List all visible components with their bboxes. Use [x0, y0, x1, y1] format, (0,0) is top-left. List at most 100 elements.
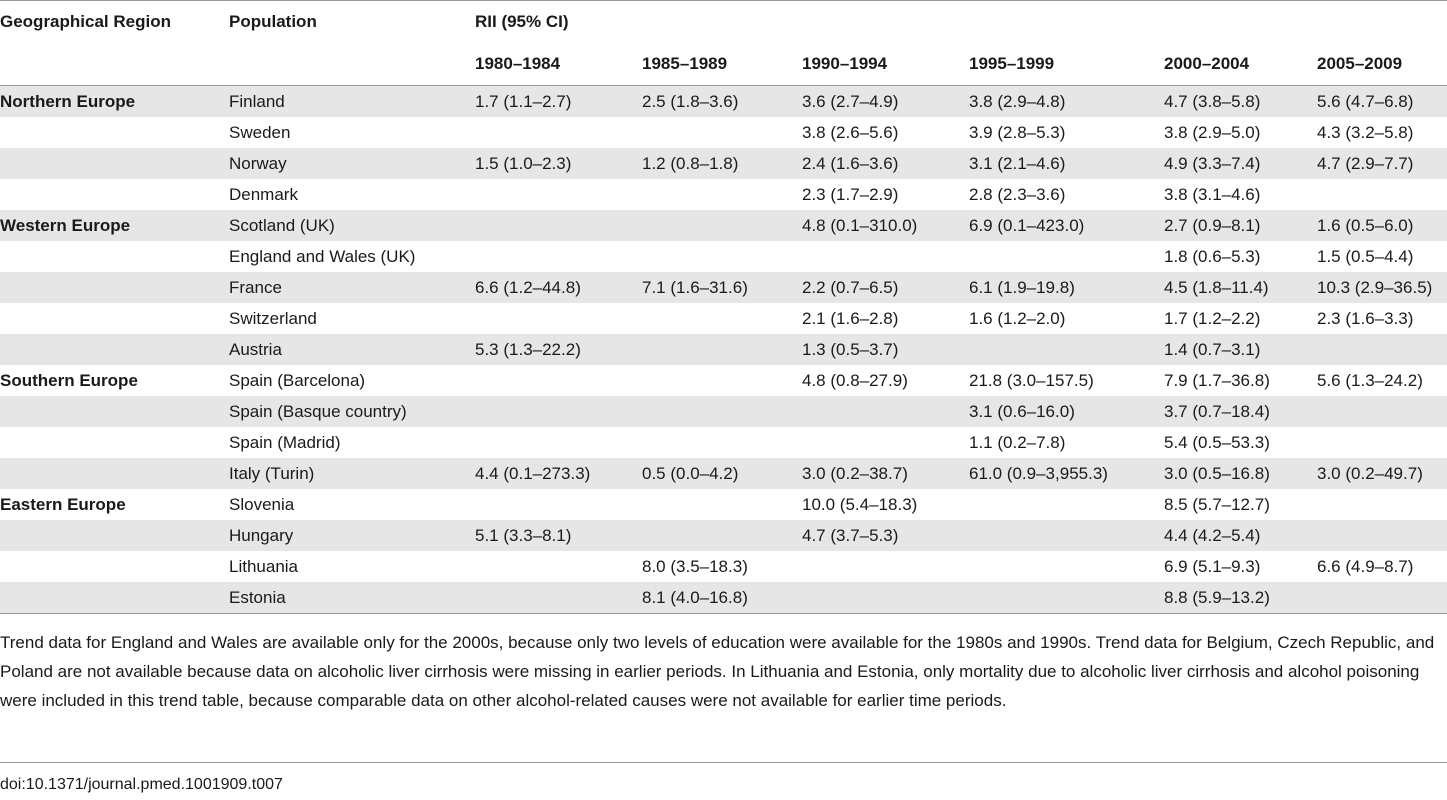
rii-value-cell: 3.6 (2.7–4.9) — [802, 85, 969, 117]
rii-value-cell — [1317, 489, 1447, 520]
rii-value-cell: 4.5 (1.8–11.4) — [1164, 272, 1317, 303]
rii-value-cell: 5.6 (4.7–6.8) — [1317, 85, 1447, 117]
rii-value-cell — [1317, 427, 1447, 458]
population-cell: Sweden — [229, 122, 291, 142]
region-cell — [0, 427, 229, 458]
rii-value-cell — [475, 582, 642, 614]
rii-value-cell: 5.4 (0.5–53.3) — [1164, 432, 1270, 452]
rii-value-cell: 1.8 (0.6–5.3) — [1164, 246, 1261, 266]
table-row: Spain (Basque country) 3.1 (0.6–16.0) 3.7 … — [0, 396, 1447, 427]
header-period: 1985–1989 — [642, 43, 802, 86]
table-header: Geographical Region Population RII (95% … — [0, 0, 1447, 86]
rii-value-cell: 4.4 (0.1–273.3) — [475, 458, 642, 489]
region-cell — [0, 334, 229, 365]
doi-label: doi:10.1371/journal.pmed.1001909.t007 — [0, 776, 283, 793]
rii-value-cell: 8.8 (5.9–13.2) — [1164, 582, 1317, 614]
population-cell: Hungary — [229, 520, 475, 551]
rii-value-cell — [642, 365, 802, 396]
rii-value-cell: 2.2 (0.7–6.5) — [802, 272, 969, 303]
rii-value-cell: 1.6 (1.2–2.0) — [969, 308, 1066, 328]
population-cell: Austria — [229, 334, 475, 365]
rii-value-cell: 3.8 (3.1–4.6) — [1164, 184, 1261, 204]
table-row: Western Europe Scotland (UK) 4.8 (0.1–310.… — [0, 210, 1447, 241]
rii-value-cell — [475, 303, 642, 334]
rii-value-cell — [1317, 520, 1447, 551]
rii-value-cell: 7.1 (1.6–31.6) — [642, 272, 802, 303]
table-row: Austria 5.3 (1.3–22.2) 1.3 (0.5–3.7) 1.4 (0… — [0, 334, 1447, 365]
rii-value-cell — [642, 489, 802, 520]
rii-value-cell: 3.8 (2.6–5.6) — [802, 122, 899, 142]
rii-value-cell: 61.0 (0.9–3,955.3) — [969, 458, 1164, 489]
rii-value-cell: 2.8 (2.3–3.6) — [969, 184, 1066, 204]
rii-value-cell — [802, 582, 969, 614]
rii-value-cell — [1317, 396, 1447, 427]
header-period: 2005–2009 — [1317, 43, 1447, 86]
rii-value-cell — [1317, 334, 1447, 365]
region-cell — [0, 520, 229, 551]
rii-value-cell — [475, 179, 642, 210]
rii-value-cell — [475, 365, 642, 396]
rii-value-cell: 5.1 (3.3–8.1) — [475, 520, 642, 551]
population-cell: Lithuania — [229, 556, 299, 576]
rii-value-cell — [475, 427, 642, 458]
rii-value-cell — [642, 520, 802, 551]
rii-value-cell: 3.0 (0.2–49.7) — [1317, 458, 1447, 489]
table-footnote: Trend data for England and Wales are ava… — [0, 633, 1435, 710]
rii-value-cell: 8.0 (3.5–18.3) — [642, 556, 748, 576]
rii-value-cell — [642, 210, 802, 241]
rii-value-cell: 3.9 (2.8–5.3) — [969, 122, 1066, 142]
rii-value-cell: 4.7 (3.8–5.8) — [1164, 85, 1317, 117]
rii-value-cell: 4.8 (0.1–310.0) — [802, 210, 969, 241]
region-cell — [0, 303, 229, 334]
rii-value-cell: 1.6 (0.5–6.0) — [1317, 210, 1447, 241]
table-row: Spain (Madrid) 1.1 (0.2–7.8) 5.4 (0.5–53.3… — [0, 427, 1447, 458]
rii-value-cell: 2.1 (1.6–2.8) — [802, 308, 899, 328]
rii-value-cell: 6.9 (5.1–9.3) — [1164, 556, 1261, 576]
rii-value-cell — [642, 303, 802, 334]
rii-value-cell: 1.1 (0.2–7.8) — [969, 432, 1066, 452]
rii-value-cell — [642, 179, 802, 210]
population-cell: Spain (Basque country) — [229, 396, 475, 427]
rii-value-cell — [969, 241, 1164, 272]
header-row-1: Geographical Region Population RII (95% … — [0, 0, 1447, 43]
rii-value-cell: 3.8 (2.9–5.0) — [1164, 122, 1261, 142]
rii-value-cell: 6.1 (1.9–19.8) — [969, 272, 1164, 303]
rii-value-cell: 7.9 (1.7–36.8) — [1164, 370, 1270, 390]
rii-value-cell: 3.0 (0.5–16.8) — [1164, 458, 1317, 489]
rii-value-cell: 2.4 (1.6–3.6) — [802, 148, 969, 179]
rii-trend-table: Geographical Region Population RII (95% … — [0, 0, 1447, 614]
rii-value-cell — [969, 334, 1164, 365]
rii-value-cell: 1.5 (0.5–4.4) — [1317, 246, 1414, 266]
population-cell: Estonia — [229, 582, 475, 614]
rii-value-cell: 3.1 (0.6–16.0) — [969, 396, 1164, 427]
population-cell: Slovenia — [229, 494, 295, 514]
population-cell: Italy (Turin) — [229, 458, 475, 489]
table-row: Sweden 3.8 (2.6–5.6) 3.9 (2.8–5.3) 3.8 (2.9… — [0, 117, 1447, 148]
rii-value-cell — [475, 241, 642, 272]
rii-value-cell: 1.4 (0.7–3.1) — [1164, 334, 1317, 365]
rii-value-cell — [969, 551, 1164, 582]
rii-value-cell: 3.7 (0.7–18.4) — [1164, 396, 1317, 427]
region-cell: Northern Europe — [0, 85, 229, 117]
rii-value-cell: 5.6 (1.3–24.2) — [1317, 370, 1423, 390]
rii-value-cell: 3.1 (2.1–4.6) — [969, 148, 1164, 179]
rii-value-cell: 2.5 (1.8–3.6) — [642, 85, 802, 117]
header-period: 1995–1999 — [969, 43, 1164, 86]
rii-value-cell: 1.2 (0.8–1.8) — [642, 148, 802, 179]
rii-value-cell — [969, 489, 1164, 520]
table-row: France 6.6 (1.2–44.8) 7.1 (1.6–31.6) 2.2 (0… — [0, 272, 1447, 303]
rii-value-cell: 4.8 (0.8–27.9) — [802, 370, 908, 390]
table-row: England and Wales (UK) 1.8 (0.6–5.3) 1.5 (… — [0, 241, 1447, 272]
rii-value-cell: 6.6 (4.9–8.7) — [1317, 556, 1414, 576]
rii-value-cell: 10.3 (2.9–36.5) — [1317, 272, 1447, 303]
rii-value-cell — [969, 582, 1164, 614]
table-row: Norway 1.5 (1.0–2.3) 1.2 (0.8–1.8) 2.4 (1.6… — [0, 148, 1447, 179]
table-row: Switzerland 2.1 (1.6–2.8) 1.6 (1.2–2.0) 1.7… — [0, 303, 1447, 334]
region-cell — [0, 117, 229, 148]
population-cell: France — [229, 272, 475, 303]
rii-value-cell — [802, 396, 969, 427]
rii-value-cell — [642, 241, 802, 272]
rii-value-cell — [802, 241, 969, 272]
table-row: Italy (Turin) 4.4 (0.1–273.3) 0.5 (0.0–4.2… — [0, 458, 1447, 489]
